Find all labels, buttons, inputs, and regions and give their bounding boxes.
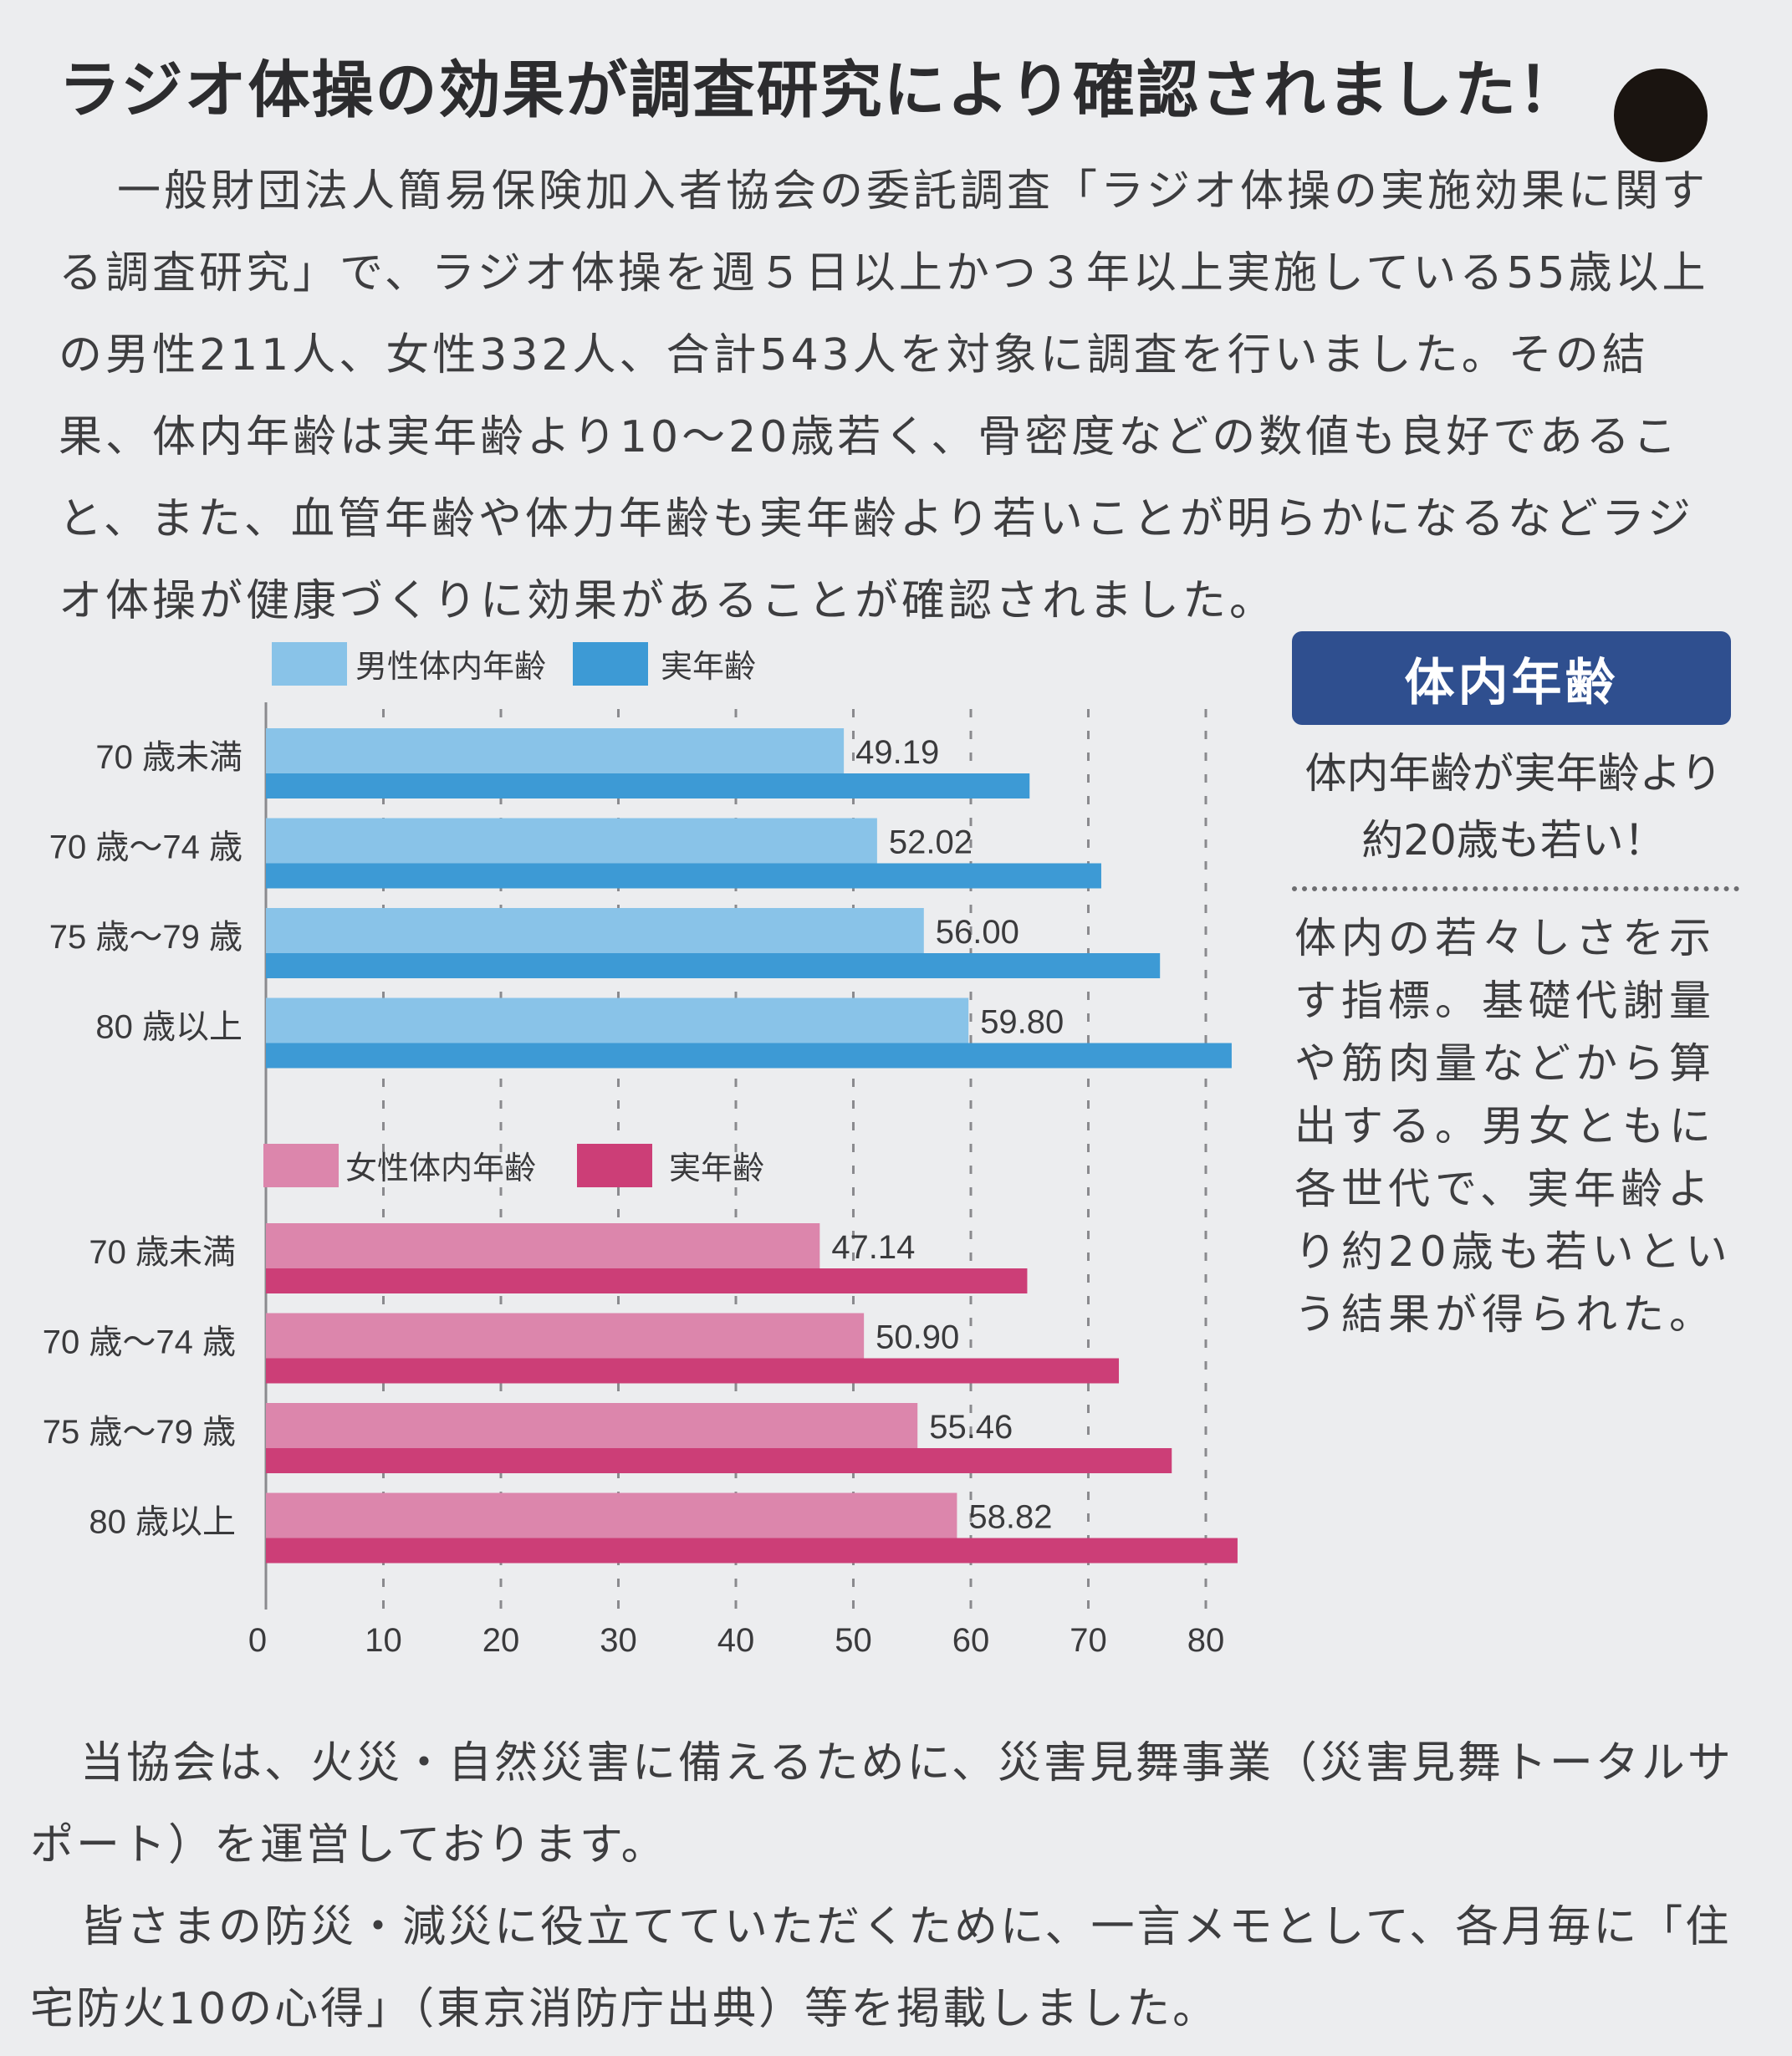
male-legend-label-body: 男性体内年齢 [355, 650, 546, 685]
female-actual-age-bar [266, 1268, 1028, 1293]
x-tick-label: 50 [835, 1622, 872, 1659]
side-subtitle: 体内年齢が実年齢より 約20歳も若い！ [1279, 740, 1748, 874]
male-data-label: 52.02 [889, 824, 973, 861]
female-legend-label-body: 女性体内年齢 [345, 1151, 536, 1186]
female-legend-label-actual: 実年齢 [669, 1151, 764, 1186]
female-data-label: 58.82 [968, 1499, 1052, 1536]
x-tick-label: 20 [482, 1622, 520, 1659]
side-description: 体内の若々しさを示す指標。基礎代謝量や筋肉量などから算出する。男女ともに各世代で… [1294, 914, 1733, 1339]
female-category-label: 80 歳以上 [89, 1504, 236, 1541]
male-legend-label-actual: 実年齢 [661, 650, 756, 685]
male-actual-age-bar [266, 953, 1161, 978]
female-actual-age-bar [266, 1448, 1172, 1473]
male-body-age-bar [266, 818, 877, 864]
outro: 当協会は、火災・自然災害に備えるために、災害見舞事業（災害見舞トータルサポート）… [30, 1722, 1753, 2050]
x-tick-label: 10 [365, 1622, 402, 1659]
female-category-label: 70 歳未満 [89, 1234, 236, 1271]
female-data-label: 50.90 [876, 1319, 959, 1356]
male-category-label: 75 歳〜79 歳 [49, 919, 243, 956]
outro-paragraph-2: 皆さまの防災・減災に役立てていただくために、一言メモとして、各月毎に「住宅防火1… [30, 1902, 1732, 2034]
x-tick-label: 60 [952, 1622, 990, 1659]
x-tick-label: 30 [600, 1622, 637, 1659]
male-body-age-bar [266, 908, 924, 953]
female-category-label: 70 歳〜74 歳 [43, 1324, 236, 1361]
male-data-label: 56.00 [936, 914, 1019, 951]
male-category-label: 80 歳以上 [95, 1009, 243, 1046]
x-tick-label: 70 [1070, 1622, 1107, 1659]
male-actual-age-bar [266, 773, 1030, 798]
x-tick-label: 0 [248, 1622, 267, 1659]
side-subtitle-line1: 体内年齢が実年齢より [1304, 749, 1723, 798]
side-title: 体内年齢 [1292, 631, 1731, 725]
female-legend-swatch-actual [577, 1144, 652, 1187]
female-actual-age-bar [266, 1358, 1120, 1384]
x-tick-label: 40 [717, 1622, 755, 1659]
male-actual-age-bar [266, 863, 1101, 889]
male-legend-swatch-body [272, 642, 347, 686]
female-data-label: 47.14 [831, 1229, 915, 1266]
outro-paragraph-1: 当協会は、火災・自然災害に備えるために、災害見舞事業（災害見舞トータルサポート）… [30, 1738, 1733, 1870]
male-body-age-bar [266, 728, 845, 773]
male-category-label: 70 歳〜74 歳 [49, 829, 243, 866]
x-tick-label: 80 [1187, 1622, 1225, 1659]
male-body-age-bar [266, 997, 969, 1043]
male-data-label: 59.80 [980, 1004, 1064, 1041]
page-title: ラジオ体操の効果が調査研究により確認されました！ [59, 54, 1582, 126]
male-actual-age-bar [266, 1043, 1232, 1069]
female-body-age-bar [266, 1492, 957, 1538]
female-legend-swatch-body [263, 1144, 339, 1187]
side-subtitle-line2: 約20歳も若い！ [1361, 816, 1666, 865]
intro-paragraph: 一般財団法人簡易保険加入者協会の委託調査「ラジオ体操の実施効果に関する調査研究」… [59, 166, 1709, 626]
punch-hole [1614, 69, 1708, 162]
dotted-divider [1292, 886, 1739, 891]
female-category-label: 75 歳〜79 歳 [43, 1414, 236, 1451]
female-body-age-bar [266, 1223, 820, 1268]
male-category-label: 70 歳未満 [95, 739, 243, 776]
male-data-label: 49.19 [855, 734, 939, 771]
female-data-label: 55.46 [929, 1409, 1013, 1446]
female-actual-age-bar [266, 1538, 1238, 1564]
female-body-age-bar [266, 1403, 918, 1448]
female-body-age-bar [266, 1313, 865, 1359]
male-legend-swatch-actual [573, 642, 648, 686]
